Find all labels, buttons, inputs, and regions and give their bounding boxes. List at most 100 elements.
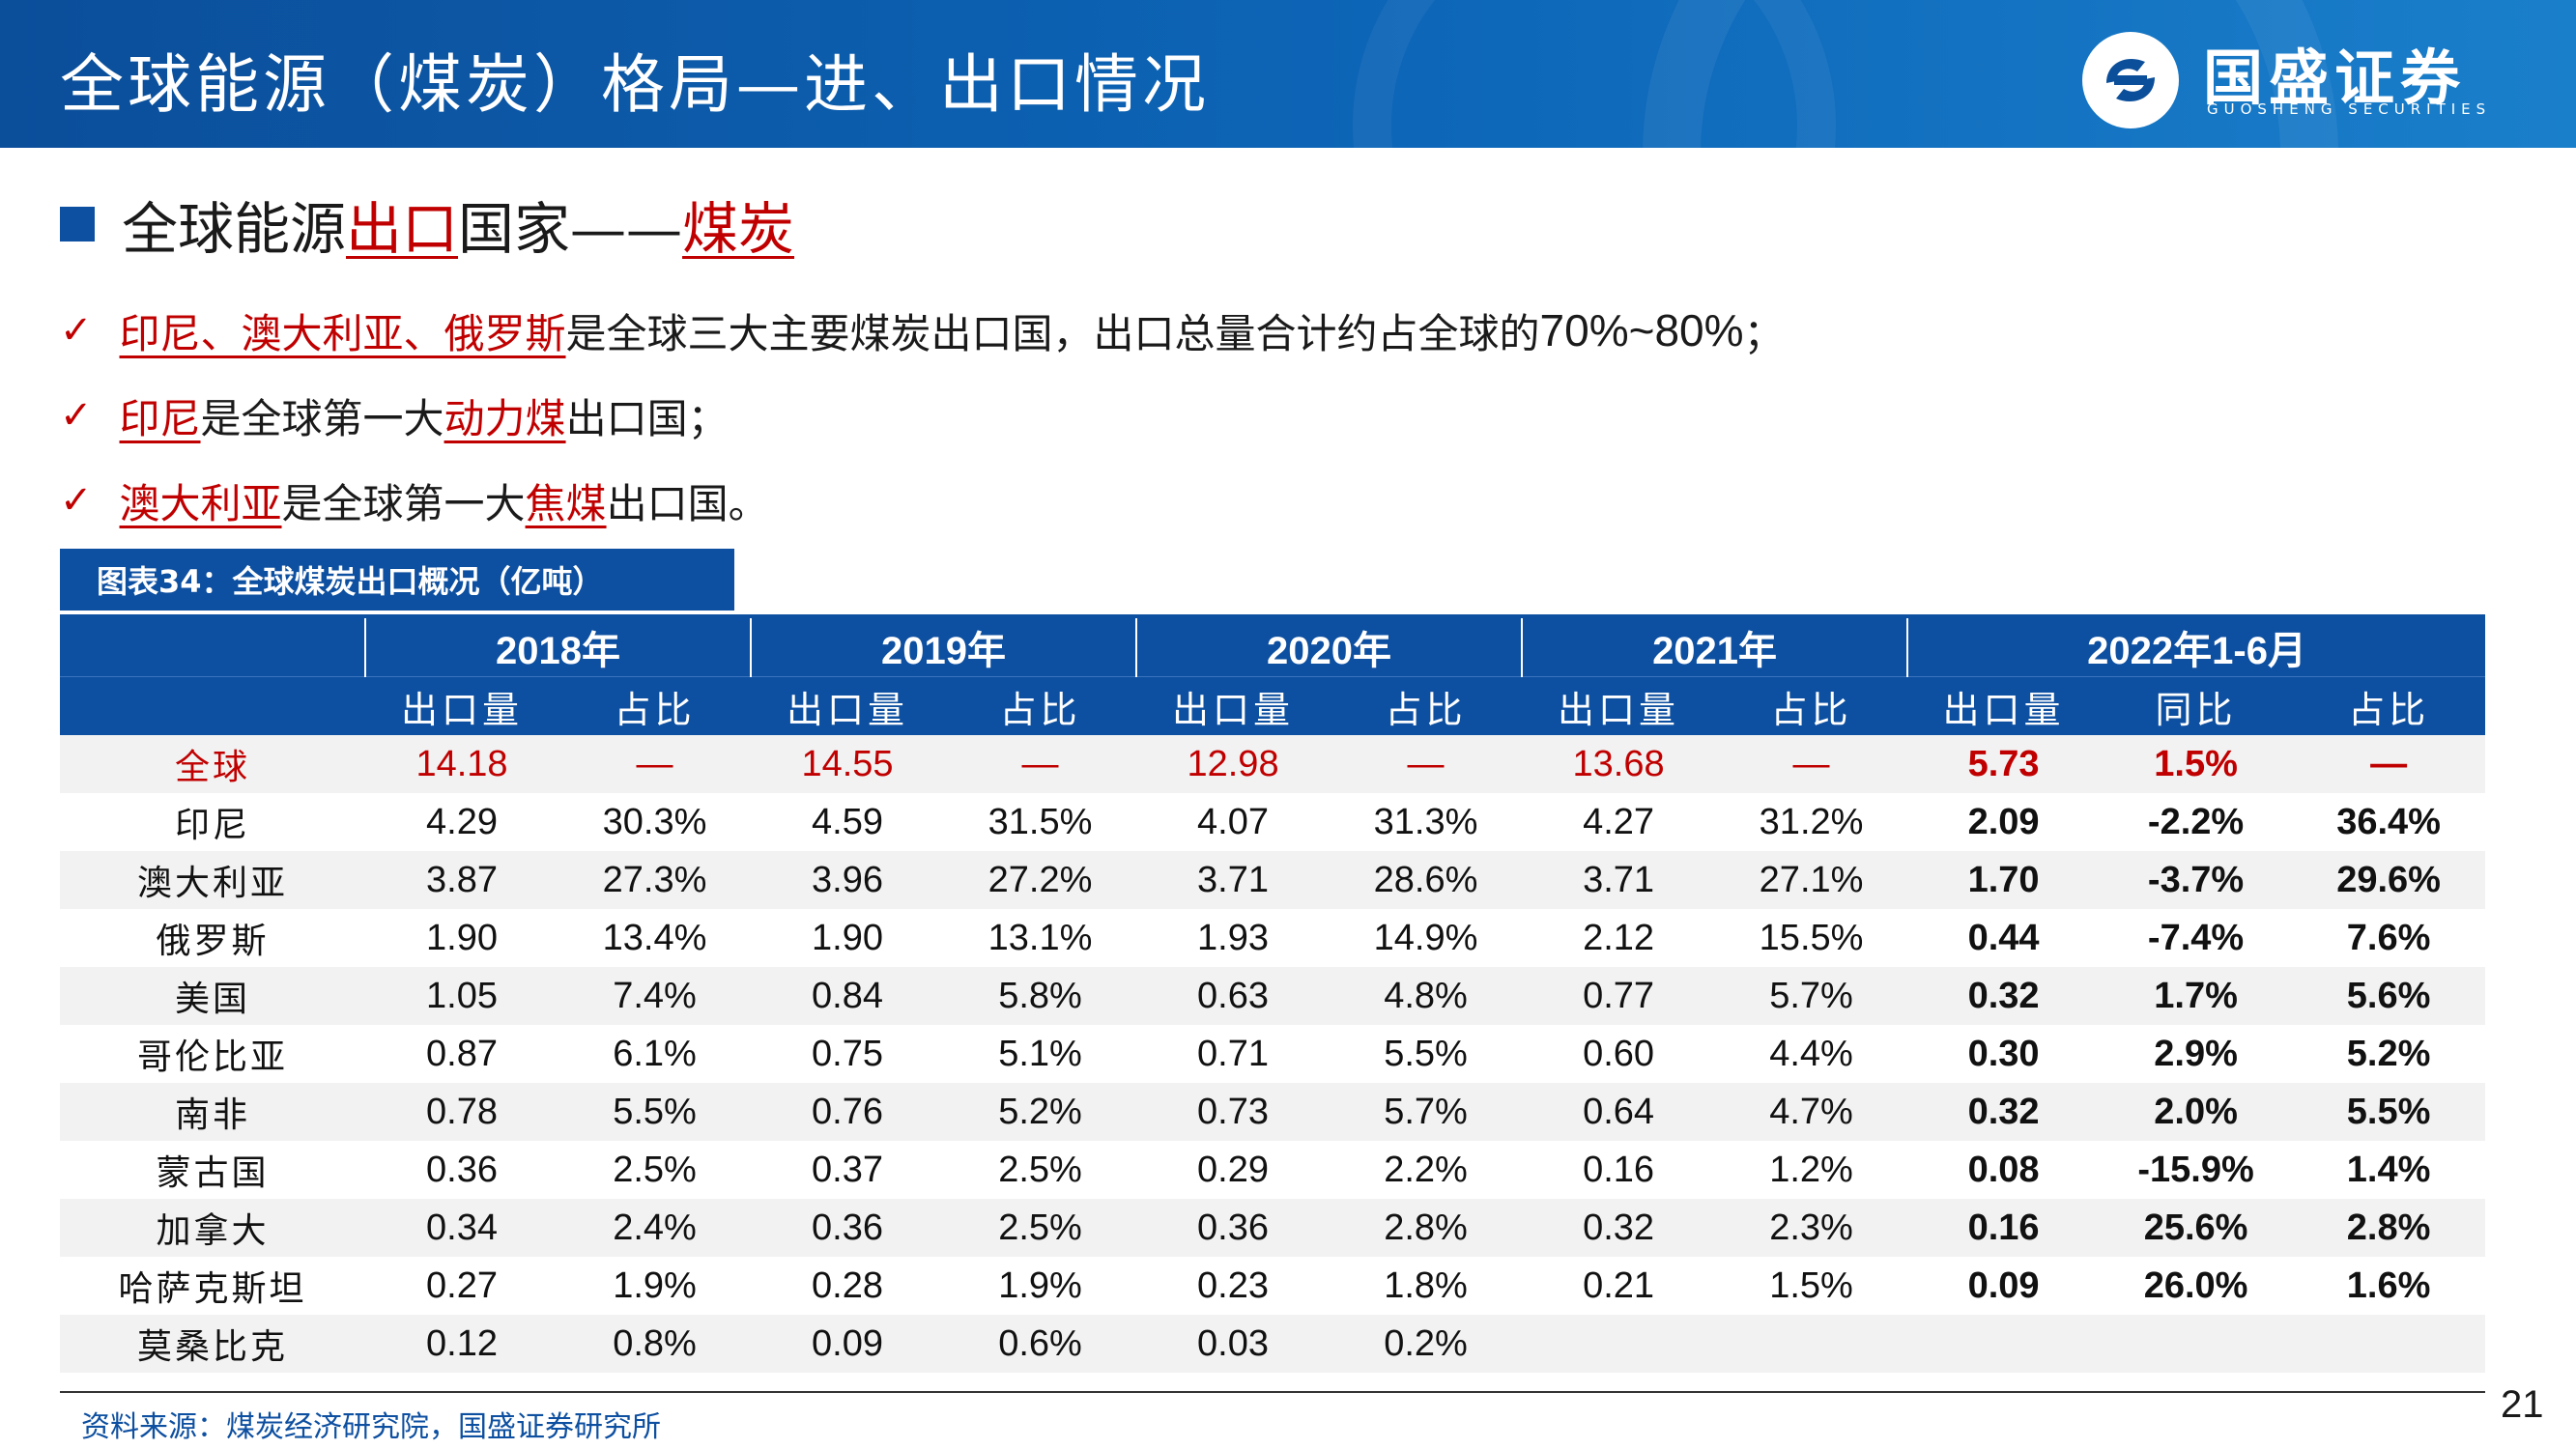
table-cell: 4.59 — [812, 801, 883, 842]
table-cell: 5.2% — [944, 1083, 1137, 1141]
table-cell: 25.6% — [2100, 1199, 2293, 1257]
table-cell: 3.87 — [365, 851, 558, 909]
table-row: 哥伦比亚 0.87 6.1% 0.75 5.1% 0.71 5.5% 0.60 4.4% 0.30… — [60, 1025, 2485, 1083]
table-cell: 26.0% — [2143, 1264, 2248, 1306]
table-subheader-row: 出口量 占比 出口量 占比 出口量 占比 出口量 占比 出口量 同比 占比 — [60, 676, 2486, 735]
table-cell: 1.90 — [812, 917, 883, 958]
table-cell: — — [944, 735, 1137, 793]
table-cell: 0.36 — [1136, 1199, 1331, 1257]
row-label: 加拿大 — [60, 1199, 365, 1257]
row-label: 莫桑比克 — [60, 1315, 365, 1373]
table-cell: 13.1% — [987, 917, 1093, 958]
table-cell: 0.32 — [1522, 1199, 1716, 1257]
table-cell: 0.09 — [1967, 1264, 2040, 1306]
section-title-highlight: 煤炭 — [682, 196, 795, 262]
table-cell: 0.75 — [812, 1033, 883, 1074]
table-row: 印尼 4.29 30.3% 4.59 31.5% 4.07 31.3% 4.27 31.2% 2.… — [60, 793, 2485, 851]
section-title-highlight: 出口 — [346, 196, 459, 262]
table-cell: — — [2292, 735, 2486, 793]
bullet-text: 出口国； — [565, 394, 729, 442]
header-cell — [60, 618, 365, 677]
table-cell: 0.37 — [812, 1149, 883, 1190]
section-title-mid: 国家—— — [458, 196, 683, 262]
section-title: 全球能源 出口 国家—— 煤炭 — [60, 185, 794, 263]
guosheng-logo-icon — [2082, 32, 2179, 128]
row-label: 全球 — [60, 735, 365, 793]
header-decoration — [1353, 0, 1836, 148]
logo-subtext: GUOSHENG SECURITIES — [2207, 100, 2492, 118]
table-cell: 0.2% — [1330, 1315, 1523, 1373]
table-header-row: 2018年 2019年 2020年 2021年 2022年1-6月 — [60, 618, 2486, 677]
table-cell: -3.7% — [2100, 851, 2293, 909]
table-cell: 5.5% — [1384, 1033, 1468, 1074]
table-cell: 0.30 — [1967, 1033, 2040, 1074]
table-row: 莫桑比克 0.12 0.8% 0.09 0.6% 0.03 0.2% — [60, 1315, 2486, 1373]
row-label: 南非 — [60, 1083, 365, 1141]
table-cell: -2.2% — [2147, 801, 2245, 842]
table-cell: 0.73 — [1136, 1083, 1331, 1141]
table-cell: 5.5% — [558, 1083, 752, 1141]
table-cell: 29.6% — [2292, 851, 2486, 909]
table-cell: 1.05 — [365, 967, 558, 1025]
table-cell: 27.1% — [1715, 851, 1908, 909]
table-cell: 1.2% — [1769, 1149, 1853, 1190]
table-cell: 0.08 — [1967, 1149, 2040, 1190]
bullet-list: ✓ 印尼、澳大利亚、俄罗斯 是全球三大主要煤炭出口国，出口总量合计约占全球的 7… — [60, 288, 1785, 543]
year-header: 2022年1-6月 — [1906, 618, 2486, 677]
table-cell — [1907, 1315, 2101, 1373]
bullet-text: 是全球第一大 — [281, 479, 526, 527]
table-cell: 4.7% — [1715, 1083, 1908, 1141]
bullet-highlight: 焦煤 — [525, 479, 607, 527]
table-cell: — — [1330, 735, 1523, 793]
bullet-text: 出口国。 — [606, 479, 769, 527]
table-row: 南非 0.78 5.5% 0.76 5.2% 0.73 5.7% 0.64 4.7% 0.32 2.… — [60, 1083, 2486, 1141]
col-header-export: 出口量 — [1136, 676, 1331, 735]
table-cell: 0.76 — [751, 1083, 945, 1141]
table-cell: 5.8% — [944, 967, 1137, 1025]
table-cell: 14.9% — [1373, 917, 1478, 958]
divider — [60, 614, 2485, 618]
table-cell: 4.8% — [1330, 967, 1523, 1025]
bullet-highlight: 澳大利亚 — [119, 479, 282, 527]
bullet-item: ✓ 澳大利亚 是全球第一大 焦煤 出口国。 — [60, 458, 1785, 543]
year-header: 2019年 — [750, 618, 1137, 677]
table-cell: 0.23 — [1197, 1264, 1270, 1306]
table-cell: 2.8% — [2292, 1199, 2486, 1257]
table-cell: 27.3% — [558, 851, 752, 909]
table-cell: 1.90 — [426, 917, 498, 958]
bullet-highlight: 印尼 — [119, 394, 201, 442]
table-cell: 0.03 — [1136, 1315, 1331, 1373]
table-cell: 1.5% — [2100, 735, 2293, 793]
table-cell: 1.93 — [1197, 917, 1270, 958]
col-header-share: 占比 — [944, 676, 1137, 735]
table-cell: 0.36 — [751, 1199, 945, 1257]
table-cell: 6.1% — [613, 1033, 697, 1074]
row-label: 俄罗斯 — [156, 922, 270, 961]
table-cell: 1.9% — [613, 1264, 697, 1306]
table-cell: 3.96 — [751, 851, 945, 909]
bullet-text: 是全球三大主要煤炭出口国，出口总量合计约占全球的 — [565, 309, 1540, 357]
table-cell: 0.71 — [1197, 1033, 1270, 1074]
checkmark-icon: ✓ — [60, 393, 93, 438]
table-cell: 13.4% — [602, 917, 707, 958]
table-cell: 2.5% — [944, 1199, 1137, 1257]
page-number: 21 — [2501, 1383, 2544, 1426]
table-cell: 0.16 — [1583, 1149, 1655, 1190]
table-cell: 2.09 — [1967, 801, 2040, 842]
table-cell: 0.64 — [1522, 1083, 1716, 1141]
checkmark-icon: ✓ — [60, 478, 93, 523]
table-cell: 2.9% — [2154, 1033, 2238, 1074]
header-bar: 全球能源（煤炭）格局—进、出口情况 国盛证券 GUOSHENG SECURITI… — [0, 0, 2576, 148]
table-cell: 2.5% — [998, 1149, 1082, 1190]
row-label: 印尼 — [174, 806, 250, 845]
table-cell: 30.3% — [602, 801, 707, 842]
table-cell: 0.87 — [426, 1033, 498, 1074]
table-cell: 4.27 — [1583, 801, 1655, 842]
table-cell: 15.5% — [1759, 917, 1864, 958]
table-row: 加拿大 0.34 2.4% 0.36 2.5% 0.36 2.8% 0.32 2.3% 0.16 2… — [60, 1199, 2486, 1257]
bullet-highlight: 动力煤 — [444, 394, 566, 442]
table-cell: 3.71 — [1522, 851, 1716, 909]
table-cell: 4.4% — [1769, 1033, 1853, 1074]
bullet-highlight: 印尼、澳大利亚、俄罗斯 — [119, 309, 566, 357]
table-cell: 4.07 — [1197, 801, 1270, 842]
